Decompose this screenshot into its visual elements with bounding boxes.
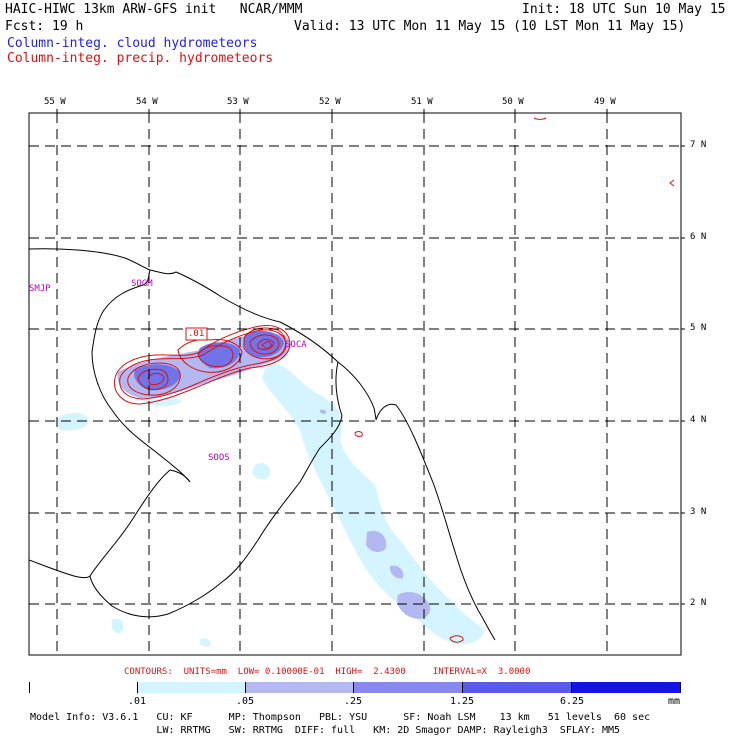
valid-time: Valid: 13 UTC Mon 11 May 15 (10 LST Mon … (294, 19, 686, 34)
colorbar-swatch-1 (138, 682, 246, 693)
map-frame (28, 112, 682, 656)
top-ticks (56, 109, 608, 113)
lat-label-4n: 4 N (690, 415, 707, 425)
lat-label-5n: 5 N (690, 323, 707, 333)
lat-label-2n: 2 N (690, 598, 707, 608)
lon-label-51w: 51 W (411, 97, 433, 107)
header-title: HAIC-HIWC 13km ARW-GFS init NCAR/MMM (5, 2, 303, 17)
station-smjp: SMJP (29, 284, 51, 294)
forecast-hour: 19 h (52, 19, 84, 34)
field-layer (29, 117, 675, 647)
lon-label-55w: 55 W (44, 97, 66, 107)
contour-label: .01 (188, 329, 205, 339)
lat-label-3n: 3 N (690, 507, 707, 517)
station-sogm: SOGM (131, 279, 153, 289)
station-soca: SOCA (285, 340, 307, 350)
field-cloud-title: Column-integ. cloud hydrometeors (7, 36, 258, 51)
colorbar-label-3: 1.25 (450, 696, 475, 707)
colorbar-swatch-5 (572, 682, 680, 693)
station-soos: SOOS (208, 453, 230, 463)
colorbar-units: mm (668, 696, 681, 707)
model-info-line1: Model Info: V3.6.1 CU: KF MP: Thompson P… (30, 712, 651, 723)
lon-label-49w: 49 W (594, 97, 616, 107)
right-ticks (681, 145, 685, 605)
colorbar-swatch-4 (463, 682, 572, 693)
colorbar-swatch-2 (246, 682, 354, 693)
colorbar-label-4: 6.25 (560, 696, 585, 707)
contour-label-box (185, 327, 208, 341)
colorbar-swatch-3 (354, 682, 463, 693)
colorbar-label-1: .05 (236, 696, 255, 707)
lon-label-54w: 54 W (136, 97, 158, 107)
lon-label-50w: 50 W (502, 97, 524, 107)
init-time: Init: 18 UTC Sun 10 May 15 (522, 2, 726, 17)
field-precip-title: Column-integ. precip. hydrometeors (7, 51, 274, 66)
lat-label-6n: 6 N (690, 232, 707, 242)
latlon-grid (29, 113, 681, 655)
colorbar-label-2: .25 (344, 696, 363, 707)
model-info-line2: LW: RRTMG SW: RRTMG DIFF: full KM: 2D Sm… (30, 725, 621, 736)
colorbar-swatch-0 (30, 682, 138, 693)
lat-label-7n: 7 N (690, 140, 707, 150)
colorbar-label-0: .01 (128, 696, 147, 707)
contour-info: CONTOURS: UNITS=mm LOW= 0.10000E-01 HIGH… (124, 667, 531, 677)
forecast-label: Fcst: (5, 19, 45, 34)
coastline (29, 248, 496, 641)
lon-label-52w: 52 W (319, 97, 341, 107)
lon-label-53w: 53 W (227, 97, 249, 107)
